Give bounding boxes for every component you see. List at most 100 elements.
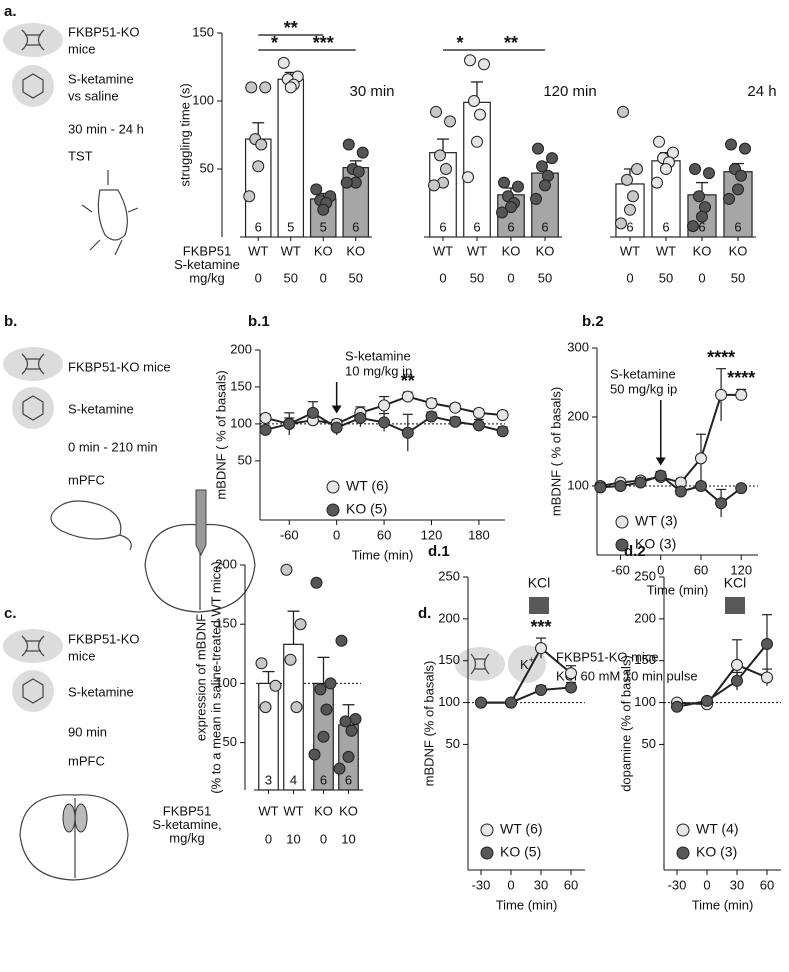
data-point xyxy=(378,399,391,412)
y-tick-label: 100 xyxy=(438,694,460,709)
y-tick-label: 50 xyxy=(223,734,237,749)
data-point xyxy=(317,203,330,216)
data-point xyxy=(703,167,715,180)
data-point xyxy=(536,160,548,173)
chart-title: 120 min xyxy=(543,83,596,100)
sidebar-text: mice xyxy=(68,41,95,56)
data-point xyxy=(615,217,627,230)
data-point xyxy=(472,406,485,419)
data-point xyxy=(739,142,751,155)
header-d: K+ FKBP51-KO mice KCl 60 mM 10 min pulse xyxy=(455,645,698,683)
sidebar-text: 90 min xyxy=(68,724,107,739)
data-point xyxy=(340,176,353,189)
chart-title: b.1 xyxy=(248,313,270,330)
sidebar-text: 30 min - 24 h xyxy=(68,121,144,136)
arrow-label: S-ketamine xyxy=(610,366,676,381)
y-tick-label: 100 xyxy=(192,92,214,107)
data-point xyxy=(696,210,708,223)
n-label: 6 xyxy=(473,219,480,234)
data-point xyxy=(474,108,486,121)
y-tick-label: 100 xyxy=(567,477,589,492)
x-tick-label: 60 xyxy=(694,562,708,577)
x-tick-label: WT xyxy=(283,803,303,818)
annotation: **** xyxy=(727,368,755,388)
data-point xyxy=(472,419,485,432)
data-point xyxy=(425,410,438,423)
data-point xyxy=(449,401,462,414)
bar xyxy=(283,643,304,791)
x-tick-label: WT xyxy=(281,243,301,258)
data-point xyxy=(687,220,699,233)
dose-label: 10 xyxy=(286,831,300,846)
sidebar-text: 0 min - 210 min xyxy=(68,439,158,454)
arrow-head xyxy=(655,457,666,466)
data-point xyxy=(284,81,297,94)
y-tick-label: 150 xyxy=(634,652,656,667)
legend-marker xyxy=(615,538,629,552)
x-tick-label: WT xyxy=(656,243,676,258)
y-tick-label: 50 xyxy=(200,160,214,175)
y-tick-label: 300 xyxy=(567,339,589,354)
probe xyxy=(195,489,207,557)
dose-label: 0 xyxy=(698,270,705,285)
row-label: mg/kg xyxy=(189,270,224,285)
dna-icon xyxy=(3,629,63,663)
n-label: 4 xyxy=(290,772,297,787)
data-point xyxy=(731,658,743,671)
chart-title: 24 h xyxy=(747,83,776,100)
n-label: 6 xyxy=(320,772,327,787)
drug-icon xyxy=(12,387,54,429)
data-point xyxy=(306,406,319,419)
annotation: *** xyxy=(530,617,551,637)
data-point xyxy=(356,146,369,159)
data-point xyxy=(339,715,352,728)
data-point xyxy=(324,677,337,690)
data-point xyxy=(478,58,490,71)
data-point xyxy=(378,416,391,429)
data-point xyxy=(259,701,272,714)
hexagon xyxy=(22,73,44,99)
arrow-label: 50 mg/kg ip xyxy=(610,381,677,396)
data-point xyxy=(284,653,297,666)
x-tick-label: -60 xyxy=(280,527,299,542)
y-tick-label: 50 xyxy=(446,736,460,751)
x-tick-label: KO xyxy=(729,243,748,258)
dose-label: 0 xyxy=(626,270,633,285)
n-label: 6 xyxy=(698,219,705,234)
data-point xyxy=(259,412,272,424)
x-tick-label: KO xyxy=(339,803,358,818)
y-tick-label: 100 xyxy=(230,415,252,430)
y-tick-label: 150 xyxy=(215,616,237,631)
drug-icon xyxy=(12,670,54,712)
data-point xyxy=(530,192,542,205)
arrow-head xyxy=(331,405,342,414)
x-tick-label: KO xyxy=(346,243,365,258)
x-tick-label: WT xyxy=(248,243,268,258)
chart-title: b.2 xyxy=(582,313,604,330)
data-point xyxy=(464,54,476,67)
data-point xyxy=(735,388,748,401)
x-axis-label: Time (min) xyxy=(647,582,709,597)
annotation: ** xyxy=(401,371,415,391)
pulse-label: KCl xyxy=(528,575,551,591)
pulse-box xyxy=(529,597,549,614)
data-point xyxy=(462,171,474,184)
data-point xyxy=(761,671,773,684)
y-tick-label: 250 xyxy=(634,568,656,583)
y-tick-label: 150 xyxy=(230,378,252,393)
data-point xyxy=(723,192,735,205)
data-point xyxy=(627,190,639,203)
data-point xyxy=(314,683,327,696)
data-point xyxy=(428,179,440,192)
mouse-drawing xyxy=(81,170,139,256)
series-line xyxy=(676,643,768,708)
x-tick-label: 60 xyxy=(377,527,391,542)
legend-marker xyxy=(480,846,494,860)
x-tick-label: 180 xyxy=(468,527,490,542)
data-point xyxy=(693,190,705,203)
x-axis-label: Time (min) xyxy=(496,897,558,912)
legend-marker xyxy=(676,846,690,860)
n-label: 5 xyxy=(287,219,294,234)
pulse-box xyxy=(725,597,745,614)
data-point xyxy=(317,730,330,743)
